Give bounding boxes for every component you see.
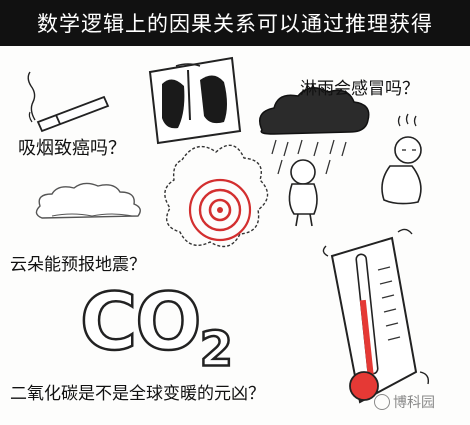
co2-subscript: 2 [198, 320, 234, 379]
cigarette-icon [27, 71, 110, 133]
earthquake-target-icon [164, 144, 269, 248]
question-smoking: 吸烟致癌吗？ [18, 138, 126, 159]
watermark: 博科园 [374, 392, 435, 412]
question-cloud: 云朵能预报地震？ [10, 255, 146, 275]
cloud-icon [35, 182, 141, 219]
thermometer-icon [322, 228, 430, 404]
wechat-icon [374, 394, 390, 410]
lung-xray-icon [148, 56, 242, 145]
co2-label: CO2 [79, 277, 235, 379]
wet-person-icon [288, 159, 318, 227]
co2-main: CO [79, 277, 203, 370]
sketch-art [27, 56, 430, 404]
banner-title: 数学逻辑上的因果关系可以通过推理获得 [37, 12, 433, 36]
sick-person-icon [381, 113, 422, 205]
question-co2: 二氧化碳是不是全球变暖的元凶？ [10, 384, 265, 404]
watermark-text: 博科园 [393, 395, 435, 411]
question-rain: 淋雨会感冒吗？ [300, 79, 419, 99]
rain-cloud-icon [259, 87, 370, 175]
title-banner: 数学逻辑上的因果关系可以通过推理获得 [0, 0, 470, 46]
